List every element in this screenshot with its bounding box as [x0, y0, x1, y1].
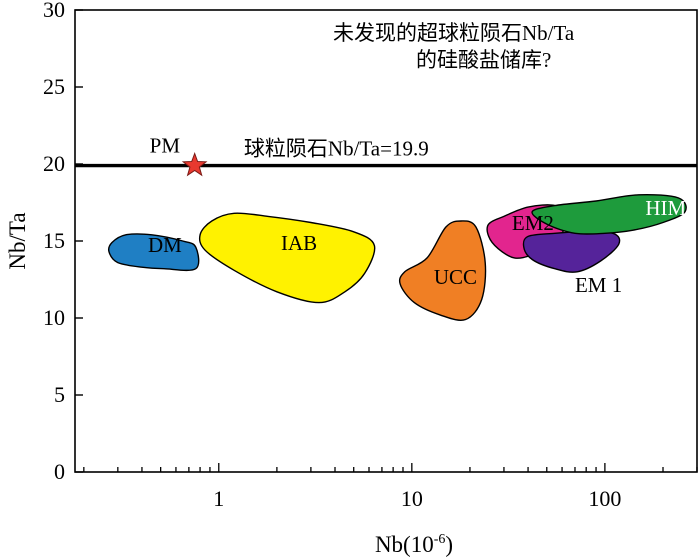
y-axis-label: Nb/Ta: [5, 212, 30, 269]
annotation-line2: 的硅酸盐储库?: [416, 48, 551, 72]
field-label-em2: EM2: [512, 211, 554, 235]
reference-line-label: 球粒陨石Nb/Ta=19.9: [244, 137, 429, 161]
annotation-line1: 未发现的超球粒陨石Nb/Ta: [333, 21, 575, 45]
pm-star-marker: [181, 152, 208, 177]
field-label-himu: HIMU: [645, 196, 700, 220]
field-label-em1: EM 1: [575, 273, 622, 297]
y-tick-label-20: 20: [43, 151, 65, 176]
field-label-ucc: UCC: [434, 265, 477, 289]
field-label-iab: IAB: [281, 231, 317, 255]
pm-label: PM: [150, 134, 181, 158]
y-tick-label-10: 10: [43, 305, 65, 330]
y-tick-label-0: 0: [54, 459, 65, 484]
field-ucc: [398, 220, 487, 321]
x-axis-label: Nb(10-6): [375, 532, 453, 557]
y-tick-label-25: 25: [43, 74, 65, 99]
x-tick-label-10: 10: [401, 486, 423, 511]
y-tick-label-15: 15: [43, 228, 65, 253]
y-tick-label-5: 5: [54, 382, 65, 407]
field-label-dm: DM: [148, 233, 182, 257]
x-tick-label-1: 1: [213, 486, 224, 511]
field-himu: [531, 193, 687, 235]
field-dm: [107, 233, 200, 272]
x-tick-label-100: 100: [588, 486, 621, 511]
field-em1: [522, 231, 621, 273]
field-iab: [198, 212, 376, 304]
y-tick-label-30: 30: [43, 0, 65, 22]
field-regions: DM IAB UCC EM2 EM 1 HIMU: [107, 193, 700, 321]
